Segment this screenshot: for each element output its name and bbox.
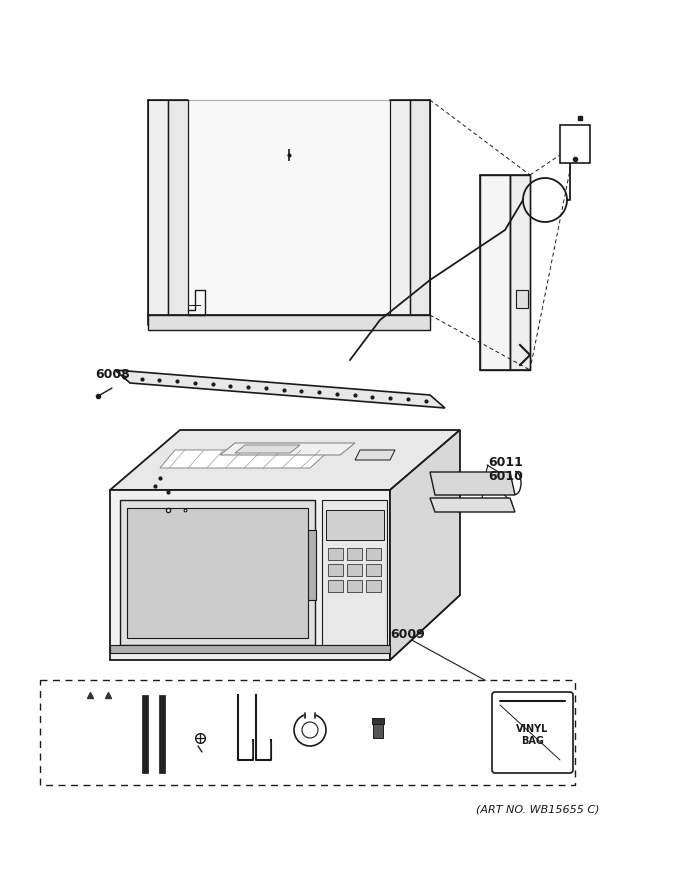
FancyBboxPatch shape (492, 692, 573, 773)
Polygon shape (148, 315, 430, 330)
Polygon shape (235, 445, 300, 453)
Bar (347, 564, 362, 576)
Bar (366, 548, 381, 560)
Bar (560, 125, 590, 163)
Text: 6010: 6010 (488, 470, 523, 482)
Text: BAG: BAG (521, 737, 544, 746)
Polygon shape (510, 175, 530, 370)
Polygon shape (430, 472, 515, 495)
Bar (159, 695, 165, 773)
Text: 6009: 6009 (390, 628, 425, 642)
Polygon shape (220, 443, 355, 455)
Bar (328, 548, 343, 560)
Polygon shape (355, 450, 395, 460)
Bar (120, 500, 315, 645)
Bar (328, 564, 343, 576)
Polygon shape (148, 100, 168, 320)
Bar (322, 500, 387, 645)
Bar (308, 530, 316, 600)
Polygon shape (110, 490, 390, 660)
Bar (40, 680, 575, 785)
Text: 6008: 6008 (95, 369, 130, 382)
Bar (127, 508, 308, 638)
Bar (142, 695, 148, 773)
Bar (110, 645, 390, 653)
Bar (366, 564, 381, 576)
Text: 6011: 6011 (488, 456, 523, 468)
Polygon shape (110, 430, 460, 490)
Bar (347, 548, 362, 560)
Polygon shape (115, 370, 445, 408)
Text: VINYL: VINYL (516, 723, 549, 734)
Bar (347, 580, 362, 592)
Text: (ART NO. WB15655 C): (ART NO. WB15655 C) (477, 805, 600, 815)
Polygon shape (168, 100, 188, 320)
Bar (516, 290, 528, 308)
Polygon shape (188, 100, 390, 320)
Polygon shape (390, 430, 460, 660)
Bar (373, 722, 383, 738)
Bar (372, 718, 384, 724)
Bar (366, 580, 381, 592)
Polygon shape (430, 498, 515, 512)
Polygon shape (410, 100, 430, 320)
Bar (328, 580, 343, 592)
Polygon shape (480, 175, 510, 370)
Bar (326, 510, 384, 540)
Polygon shape (390, 100, 410, 320)
Polygon shape (160, 450, 330, 468)
